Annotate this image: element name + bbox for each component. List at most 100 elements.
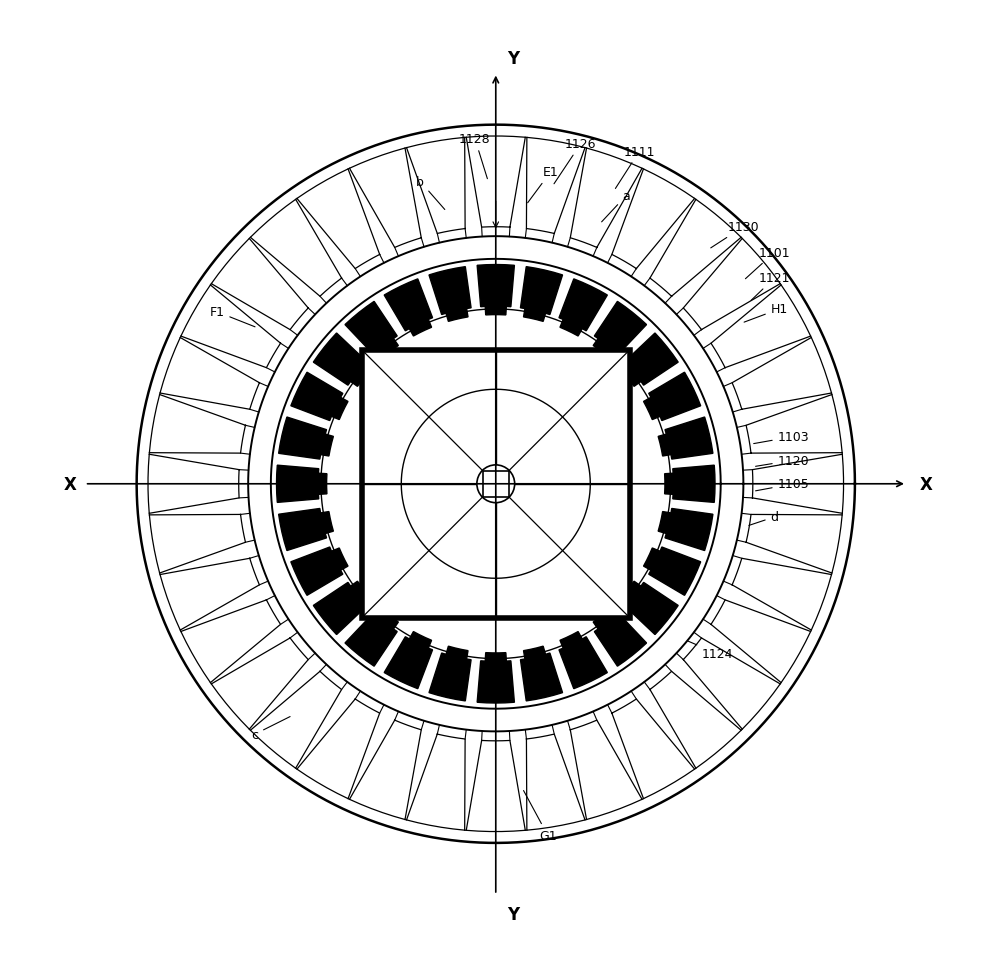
- Polygon shape: [560, 632, 583, 648]
- Text: O: O: [503, 495, 513, 508]
- Polygon shape: [649, 373, 701, 422]
- Polygon shape: [622, 582, 641, 603]
- Polygon shape: [377, 610, 398, 630]
- Text: C: C: [504, 603, 511, 614]
- Polygon shape: [665, 509, 713, 551]
- Text: d: d: [749, 511, 779, 526]
- Polygon shape: [160, 558, 259, 631]
- Polygon shape: [384, 280, 432, 332]
- Text: 1124: 1124: [688, 642, 734, 661]
- Polygon shape: [477, 661, 515, 703]
- Polygon shape: [406, 734, 465, 830]
- Polygon shape: [559, 637, 608, 689]
- Polygon shape: [250, 200, 341, 297]
- Polygon shape: [149, 514, 245, 573]
- Polygon shape: [571, 149, 642, 248]
- Polygon shape: [313, 333, 366, 385]
- Bar: [361, 350, 630, 618]
- Polygon shape: [746, 514, 842, 573]
- Polygon shape: [477, 265, 515, 307]
- Polygon shape: [732, 338, 832, 410]
- Polygon shape: [746, 395, 842, 454]
- Polygon shape: [429, 653, 471, 701]
- Polygon shape: [278, 509, 326, 551]
- Polygon shape: [297, 699, 379, 799]
- Polygon shape: [571, 721, 642, 820]
- Bar: [482, 471, 509, 498]
- Polygon shape: [659, 512, 671, 534]
- Text: L1: L1: [563, 409, 577, 419]
- Text: P: P: [517, 453, 523, 463]
- Polygon shape: [345, 302, 397, 355]
- Polygon shape: [753, 455, 844, 513]
- Polygon shape: [466, 740, 526, 831]
- Text: 1111: 1111: [616, 146, 656, 190]
- Polygon shape: [524, 309, 546, 322]
- Polygon shape: [684, 240, 780, 331]
- Polygon shape: [665, 418, 713, 460]
- Polygon shape: [149, 395, 245, 454]
- Text: L4: L4: [563, 550, 577, 560]
- Polygon shape: [527, 138, 585, 234]
- Text: Y: Y: [507, 51, 519, 68]
- Polygon shape: [181, 286, 280, 369]
- Polygon shape: [446, 309, 468, 322]
- Text: 1103: 1103: [754, 430, 809, 444]
- Polygon shape: [349, 149, 421, 248]
- Polygon shape: [595, 613, 647, 666]
- Polygon shape: [148, 455, 239, 513]
- Text: 1120: 1120: [756, 454, 809, 467]
- Polygon shape: [331, 549, 348, 571]
- Polygon shape: [649, 548, 701, 596]
- Polygon shape: [211, 639, 308, 730]
- Text: X: X: [64, 475, 77, 493]
- Polygon shape: [181, 600, 280, 683]
- Polygon shape: [313, 583, 366, 635]
- Polygon shape: [276, 466, 318, 503]
- Polygon shape: [485, 307, 507, 316]
- Text: Y: Y: [507, 905, 519, 923]
- Polygon shape: [409, 632, 431, 648]
- Polygon shape: [673, 466, 715, 503]
- Text: X: X: [919, 475, 932, 493]
- Text: a: a: [602, 190, 630, 223]
- Polygon shape: [406, 138, 465, 234]
- Polygon shape: [350, 582, 370, 603]
- Polygon shape: [644, 398, 660, 421]
- Polygon shape: [291, 373, 342, 422]
- Text: H1: H1: [744, 303, 788, 323]
- Polygon shape: [625, 583, 679, 635]
- Polygon shape: [349, 721, 421, 820]
- Text: c: c: [251, 717, 290, 741]
- Polygon shape: [345, 613, 397, 666]
- Text: L2: L2: [415, 409, 428, 419]
- Polygon shape: [524, 646, 546, 659]
- Polygon shape: [429, 267, 471, 315]
- Text: b: b: [416, 176, 444, 210]
- Text: 1128: 1128: [459, 133, 490, 180]
- Text: 1101: 1101: [746, 246, 791, 280]
- Text: E1: E1: [528, 166, 559, 203]
- Circle shape: [476, 466, 515, 503]
- Polygon shape: [350, 366, 370, 387]
- Polygon shape: [250, 672, 341, 769]
- Polygon shape: [160, 338, 259, 410]
- Polygon shape: [732, 558, 832, 631]
- Polygon shape: [665, 473, 674, 495]
- Text: 1130: 1130: [711, 221, 759, 248]
- Bar: [361, 350, 630, 618]
- Text: 1121: 1121: [751, 272, 791, 301]
- Polygon shape: [650, 672, 741, 769]
- Text: A: A: [504, 355, 511, 365]
- Polygon shape: [521, 653, 563, 701]
- Polygon shape: [485, 653, 507, 662]
- Polygon shape: [612, 170, 695, 269]
- Polygon shape: [318, 473, 327, 495]
- Polygon shape: [659, 434, 671, 457]
- Polygon shape: [612, 699, 695, 799]
- Polygon shape: [446, 646, 468, 659]
- Polygon shape: [211, 240, 308, 331]
- Text: G1: G1: [524, 791, 557, 842]
- Polygon shape: [521, 267, 563, 315]
- Polygon shape: [594, 610, 615, 630]
